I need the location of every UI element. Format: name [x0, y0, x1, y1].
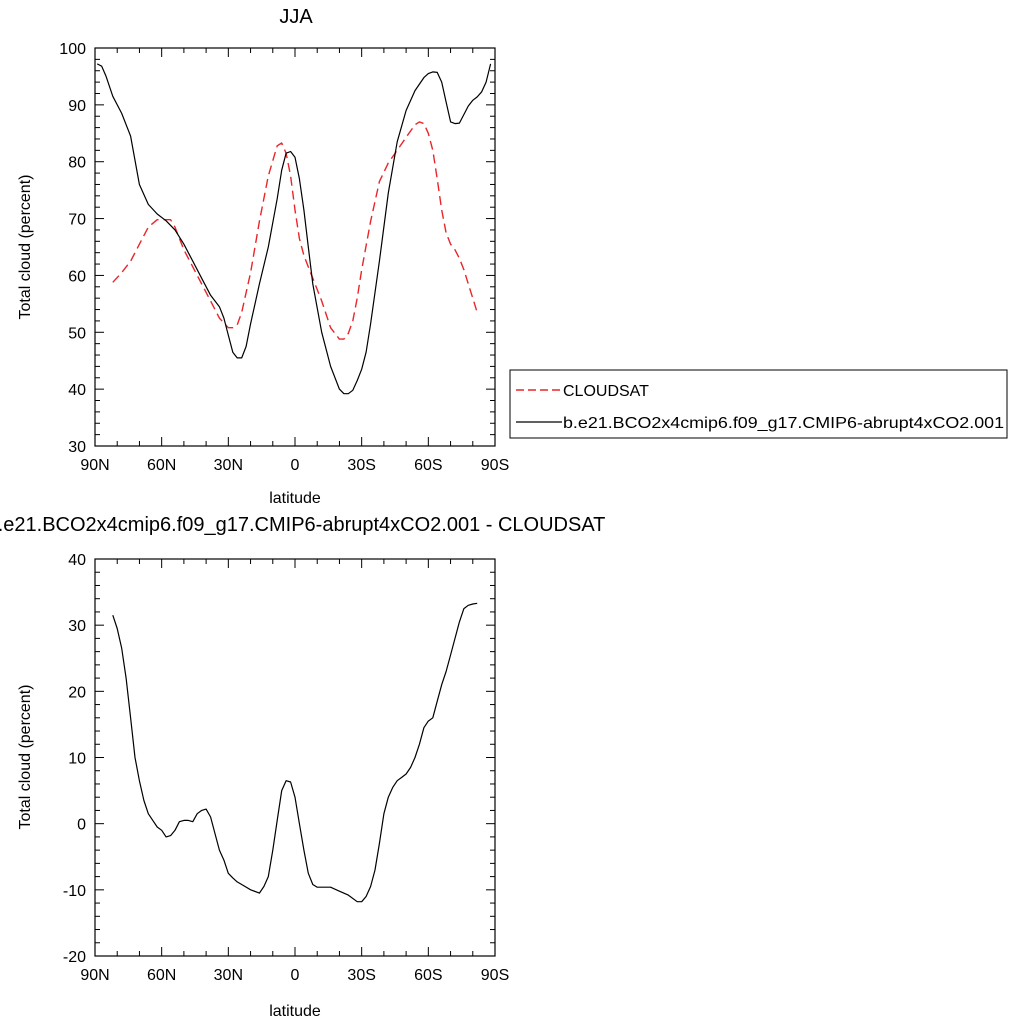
legend-box: [509, 369, 1008, 439]
chart-top-y-tick-label: 30: [68, 439, 86, 456]
chart-bottom-x-tick-label: 90S: [481, 967, 509, 984]
chart-bottom-x-axis-title: latitude: [269, 1003, 321, 1020]
chart-top-x-tick-label: 90S: [481, 457, 509, 474]
chart-top-plot-frame: [94, 47, 496, 447]
chart-bottom-ticks: 90N 60N 30N 0 30S 60S 90S -20 -10 0 10 20 30 40: [63, 552, 509, 984]
chart-top-x-tick-label: 0: [291, 457, 300, 474]
chart-bottom: b.e21.BCO2x4cmip6.f09_g17.CMIP6-abrupt4x…: [0, 514, 605, 1020]
chart-bottom-x-tick-label: 30N: [214, 967, 243, 984]
chart-top-y-tick-label: 80: [68, 155, 86, 172]
chart-bottom-y-tick-label: -20: [63, 949, 86, 966]
chart-top-y-tick-label: 100: [59, 41, 86, 58]
chart-bottom-x-tick-label: 90N: [80, 967, 109, 984]
chart-bottom-y-tick-label: 30: [68, 618, 86, 635]
chart-bottom-y-tick-label: 10: [68, 751, 86, 768]
chart-bottom-y-tick-label: 20: [68, 684, 86, 701]
chart-bottom-y-tick-label: -10: [63, 883, 86, 900]
chart-top-ticks: 90N 60N 30N 0 30S 60S 90S 30 40 50 60 70 80 90 100: [59, 41, 509, 474]
chart-top-y-tick-label: 50: [68, 325, 86, 342]
chart-bottom-series-line-0: [112, 602, 478, 903]
legend-label-cloudsat: CLOUDSAT: [563, 383, 649, 400]
chart-top-y-tick-label: 70: [68, 212, 86, 229]
chart-top-y-tick-label: 40: [68, 382, 86, 399]
chart-top-x-tick-label: 30N: [214, 457, 243, 474]
chart-bottom-plot-frame: [94, 558, 496, 957]
chart-top-y-tick-label: 90: [68, 98, 86, 115]
chart-top-x-tick-label: 60N: [147, 457, 176, 474]
chart-top-y-axis-title: Total cloud (percent): [17, 175, 34, 320]
chart-top-x-tick-label: 60S: [414, 457, 442, 474]
legend: CLOUDSAT b.e21.BCO2x4cmip6.f09_g17.CMIP6…: [509, 369, 1008, 439]
chart-bottom-y-tick-label: 40: [68, 552, 86, 569]
chart-top-x-tick-label: 30S: [347, 457, 375, 474]
chart-bottom-x-tick-label: 30S: [347, 967, 375, 984]
chart-top-title: JJA: [279, 6, 313, 28]
chart-bottom-y-axis-title: Total cloud (percent): [17, 685, 34, 830]
chart-top-x-tick-label: 90N: [80, 457, 109, 474]
legend-label-model: b.e21.BCO2x4cmip6.f09_g17.CMIP6-abrupt4x…: [563, 415, 1004, 432]
chart-top-x-axis-title: latitude: [269, 490, 321, 507]
chart-top: JJA 90N 60N 30N 0 30S 60S 90S 30 40 50 60 70 80 90 100…: [17, 6, 509, 507]
chart-top-series-line-0: [112, 121, 478, 340]
chart-bottom-y-tick-label: 0: [77, 817, 86, 834]
chart-top-series: [96, 63, 492, 395]
chart-bottom-series: [112, 602, 478, 903]
chart-bottom-title: b.e21.BCO2x4cmip6.f09_g17.CMIP6-abrupt4x…: [0, 514, 605, 536]
chart-bottom-x-tick-label: 0: [291, 967, 300, 984]
chart-top-series-line-1: [96, 63, 492, 395]
chart-top-y-tick-label: 60: [68, 268, 86, 285]
chart-bottom-x-tick-label: 60S: [414, 967, 442, 984]
chart-bottom-x-tick-label: 60N: [147, 967, 176, 984]
